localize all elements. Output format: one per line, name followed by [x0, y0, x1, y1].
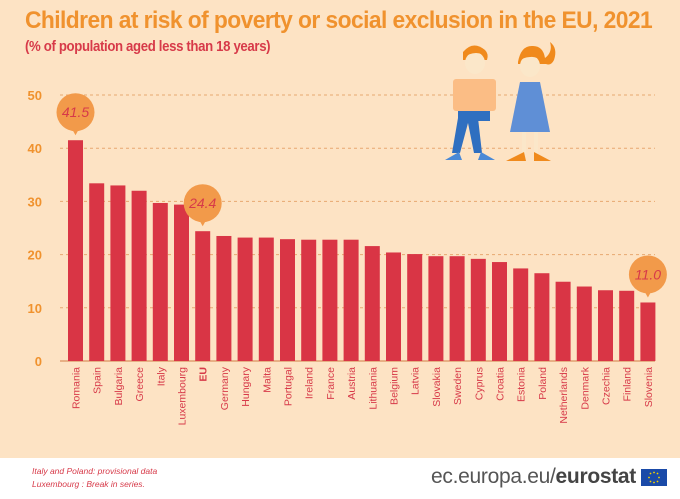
- y-tick-label: 50: [28, 88, 42, 103]
- x-tick-label: Czechia: [601, 367, 613, 405]
- bar-malta: [258, 237, 274, 361]
- x-tick-label: Greece: [134, 367, 146, 402]
- bar-italy: [152, 202, 168, 361]
- brand-bold: eurostat: [555, 465, 637, 488]
- bar-france: [322, 239, 338, 361]
- bar-hungary: [237, 237, 253, 361]
- x-tick-label: Finland: [622, 367, 634, 402]
- footnote-provisional: Italy and Poland: provisional data: [32, 466, 158, 476]
- bar-romania: [68, 140, 83, 361]
- girl-icon: [506, 42, 556, 161]
- brand-prefix: ec.europa.eu/: [431, 465, 556, 488]
- bar-denmark: [576, 286, 592, 361]
- y-tick-label: 30: [28, 194, 42, 209]
- x-tick-label: Bulgaria: [113, 367, 125, 406]
- footnote-break-in-series: Luxembourg : Break in series.: [32, 479, 145, 489]
- bar-luxembourg: [174, 204, 189, 361]
- callout-slovenia: 11.0: [628, 255, 667, 298]
- x-tick-label: Romania: [71, 367, 83, 409]
- bar-greece: [131, 190, 147, 361]
- eurostat-link[interactable]: ec.europa.eu/eurostat: [431, 465, 636, 489]
- x-tick-label: France: [325, 367, 337, 400]
- bar-lithuania: [364, 246, 380, 361]
- bar-portugal: [280, 239, 295, 361]
- x-tick-label: Germany: [219, 366, 231, 410]
- bar-latvia: [407, 254, 423, 361]
- bar-austria: [343, 239, 359, 361]
- bar-ireland: [301, 239, 317, 361]
- bar-finland: [619, 290, 635, 361]
- bar-poland: [534, 273, 550, 361]
- callout-label: 24.4: [188, 195, 216, 211]
- x-tick-label: Poland: [537, 367, 549, 400]
- y-tick-label: 20: [28, 248, 42, 263]
- x-tick-label: Cyprus: [473, 367, 485, 400]
- x-tick-label: Austria: [346, 367, 358, 400]
- callout-label: 11.0: [635, 266, 661, 282]
- bar-chart: 0 10 20 30 40 50 Romania Spain Bulgaria Greece It…: [28, 42, 667, 425]
- x-tick-label: EU: [198, 367, 210, 382]
- bar-sweden: [449, 256, 465, 361]
- y-tick-label: 40: [28, 141, 42, 156]
- children-illustration: [445, 42, 556, 161]
- bar-germany: [216, 235, 232, 361]
- bar-netherlands: [555, 281, 571, 361]
- bar-cyprus: [470, 258, 486, 361]
- boy-icon: [445, 45, 496, 160]
- x-tick-label: Luxembourg: [177, 367, 189, 426]
- callout-label: 41.5: [62, 104, 89, 120]
- value-callouts: 41.5 24.4 11.0: [56, 93, 667, 298]
- x-tick-label: Malta: [261, 367, 273, 393]
- x-tick-label: Croatia: [495, 367, 507, 401]
- x-tick-label: Slovakia: [431, 367, 443, 407]
- bars: [68, 140, 656, 361]
- x-tick-label: Ireland: [304, 367, 316, 399]
- bar-croatia: [492, 262, 507, 361]
- bar-slovakia: [428, 256, 444, 361]
- x-tick-label: Sweden: [452, 367, 464, 405]
- bar-estonia: [513, 268, 529, 361]
- x-tick-label: Belgium: [389, 367, 401, 405]
- x-tick-label: Hungary: [240, 366, 252, 406]
- x-tick-label: Netherlands: [558, 367, 570, 424]
- x-tick-label: Lithuania: [367, 367, 379, 410]
- y-axis-ticks: 0 10 20 30 40 50: [28, 88, 42, 369]
- bar-slovenia: [640, 302, 656, 361]
- y-tick-label: 10: [28, 301, 42, 316]
- chart-subtitle: (% of population aged less than 18 years…: [25, 38, 271, 55]
- footer: [0, 458, 680, 499]
- x-axis-labels: Romania Spain Bulgaria Greece Italy Luxembour…: [71, 366, 655, 425]
- x-tick-label: Portugal: [283, 367, 295, 406]
- x-tick-label: Denmark: [579, 366, 591, 409]
- eu-flag-icon: [641, 469, 667, 486]
- x-tick-label: Slovenia: [643, 367, 655, 407]
- bar-czechia: [598, 290, 613, 361]
- y-tick-label: 0: [35, 354, 42, 369]
- x-tick-label: Latvia: [410, 367, 422, 395]
- x-tick-label: Italy: [155, 366, 167, 386]
- bar-eu: [195, 231, 211, 361]
- bar-belgium: [386, 252, 401, 361]
- bar-spain: [89, 183, 105, 361]
- callout-romania: 41.5: [56, 93, 95, 136]
- chart-title: Children at risk of poverty or social ex…: [25, 7, 653, 34]
- x-tick-label: Spain: [92, 367, 104, 394]
- callout-eu: 24.4: [183, 184, 222, 227]
- x-tick-label: Estonia: [516, 367, 528, 402]
- bar-bulgaria: [110, 185, 126, 361]
